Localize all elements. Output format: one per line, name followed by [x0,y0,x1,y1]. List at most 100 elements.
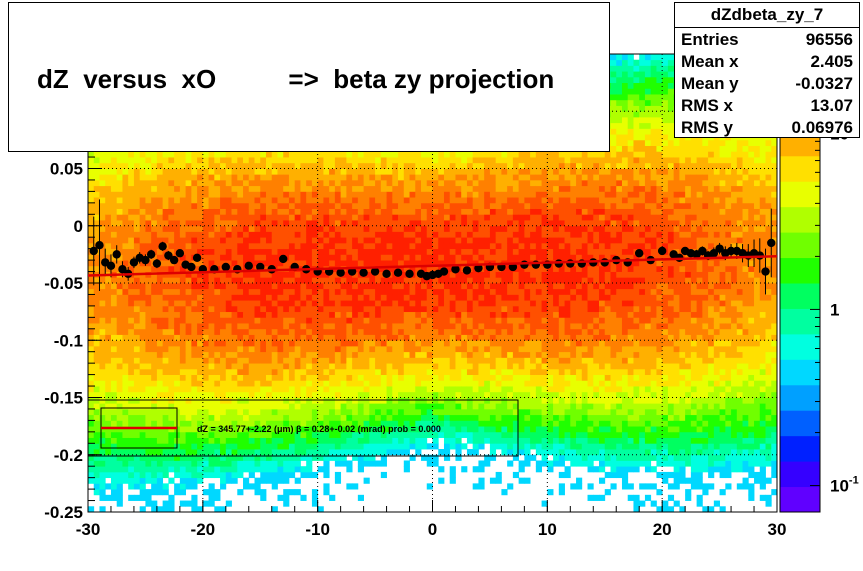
heatmap-cell [105,471,112,479]
heatmap-cell [208,191,215,198]
heatmap-cell [105,443,112,450]
heatmap-cell [185,151,192,158]
heatmap-cell [122,477,129,484]
heatmap-cell [283,225,290,232]
heatmap-cell [151,460,158,467]
heatmap-cell [443,191,451,198]
heatmap-cell [162,380,169,387]
heatmap-cell [363,477,370,484]
heatmap-cell [472,334,479,341]
heatmap-cell [426,208,433,215]
heatmap-cell [283,317,290,324]
heatmap-cell [225,220,232,227]
heatmap-cell [466,380,474,387]
heatmap-cell [340,368,347,375]
heatmap-cell [472,380,479,387]
heatmap-cell [283,231,290,238]
heatmap-cell [220,294,227,301]
heatmap-cell [168,220,175,227]
heatmap-cell [260,300,267,307]
heatmap-cell [386,288,393,295]
heatmap-cell [329,408,336,416]
heatmap-cell [237,466,244,473]
heatmap-cell [145,351,152,358]
heatmap-cell [271,431,278,438]
heatmap-cell [105,408,112,416]
heatmap-cell [214,288,221,295]
heatmap-cell [248,220,255,227]
heatmap-cell [392,208,399,215]
heatmap-cell [288,466,296,473]
heatmap-cell [105,420,112,427]
heatmap-cell [438,185,445,192]
heatmap-cell [363,363,370,370]
heatmap-cell [455,334,462,341]
heatmap-cell [443,368,451,375]
heatmap-cell [202,323,209,330]
heatmap-cell [208,271,215,278]
heatmap-cell [133,197,141,204]
heatmap-cell [145,225,152,232]
heatmap-cell [116,368,123,375]
heatmap-cell [398,374,405,381]
heatmap-cell [432,202,439,209]
heatmap-cell [294,185,301,192]
heatmap-cell [380,179,387,187]
heatmap-cell [128,334,135,341]
heatmap-cell [225,449,232,456]
heatmap-cell [369,454,376,461]
heatmap-cell [478,357,485,364]
heatmap-cell [151,283,158,290]
heatmap-cell [243,277,250,284]
heatmap-cell [478,248,485,255]
heatmap-cell [179,294,187,301]
heatmap-cell [432,420,439,427]
heatmap-cell [122,317,129,324]
heatmap-cell [392,403,399,410]
heatmap-cell [99,506,106,512]
heatmap-cell [306,323,313,330]
heatmap-cell [128,471,135,479]
heatmap-cell [271,242,278,250]
heatmap-cell [162,151,169,158]
heatmap-cell [248,380,255,387]
heatmap-cell [237,294,244,301]
heatmap-cell [403,391,410,398]
heatmap-cell [443,197,451,204]
heatmap-cell [116,254,123,261]
heatmap-cell [346,420,353,427]
heatmap-cell [179,391,187,398]
heatmap-cell [455,208,462,215]
heatmap-cell [403,242,410,250]
heatmap-cell [443,311,451,318]
heatmap-cell [455,179,462,187]
heatmap-cell [323,288,330,295]
heatmap-cell [346,197,353,204]
heatmap-cell [283,397,290,404]
heatmap-cell [110,466,118,473]
heatmap-cell [231,420,238,427]
heatmap-cell [168,305,175,313]
heatmap-cell [386,294,393,301]
heatmap-cell [311,403,319,410]
heatmap-cell [260,368,267,375]
heatmap-cell [260,334,267,341]
heatmap-cell [386,151,393,158]
heatmap-cell [133,386,141,393]
heatmap-cell [197,391,204,398]
heatmap-cell [375,351,382,358]
heatmap-cell [99,317,106,324]
heatmap-cell [260,345,267,353]
heatmap-cell [116,214,123,221]
heatmap-cell [151,420,158,427]
heatmap-cell [415,265,422,272]
heatmap-cell [179,225,187,232]
heatmap-cell [208,151,215,158]
heatmap-cell [265,231,273,238]
heatmap-cell [449,162,456,169]
heatmap-cell [139,202,146,209]
heatmap-cell [306,168,313,175]
heatmap-cell [478,311,485,318]
heatmap-cell [375,414,382,421]
heatmap-cell [398,283,405,290]
